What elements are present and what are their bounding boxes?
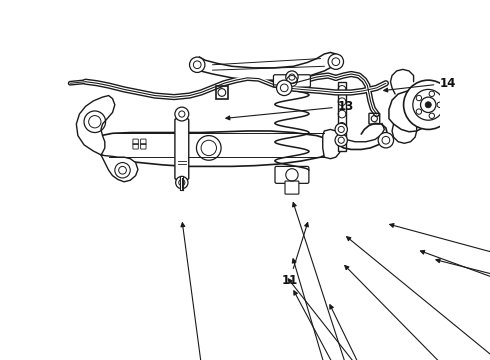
- Circle shape: [335, 134, 347, 147]
- Polygon shape: [76, 95, 115, 155]
- Polygon shape: [97, 131, 336, 166]
- Text: 11: 11: [281, 222, 308, 287]
- Polygon shape: [338, 82, 346, 151]
- Text: 3: 3: [181, 223, 216, 360]
- Circle shape: [425, 102, 431, 108]
- Text: 7: 7: [346, 237, 490, 360]
- Polygon shape: [323, 130, 341, 159]
- Text: 12: 12: [0, 359, 1, 360]
- Text: 2: 2: [420, 251, 490, 351]
- Polygon shape: [389, 91, 429, 132]
- Polygon shape: [196, 53, 340, 80]
- FancyBboxPatch shape: [275, 166, 309, 183]
- Text: 5: 5: [294, 291, 490, 360]
- Text: 15: 15: [345, 266, 490, 360]
- Text: 4: 4: [293, 203, 388, 360]
- Text: 6: 6: [293, 259, 388, 360]
- Circle shape: [286, 71, 298, 83]
- Circle shape: [175, 107, 189, 121]
- Text: 9: 9: [390, 224, 490, 294]
- Text: 13: 13: [226, 100, 354, 120]
- Text: 1: 1: [436, 259, 490, 348]
- Text: 14: 14: [384, 77, 456, 92]
- Circle shape: [378, 132, 393, 148]
- Circle shape: [190, 57, 205, 72]
- Text: 8: 8: [288, 279, 426, 360]
- Circle shape: [328, 54, 343, 69]
- Polygon shape: [101, 155, 138, 182]
- FancyBboxPatch shape: [273, 75, 311, 87]
- Circle shape: [335, 123, 347, 136]
- Circle shape: [276, 80, 292, 95]
- FancyBboxPatch shape: [175, 119, 189, 180]
- Circle shape: [404, 80, 453, 130]
- FancyBboxPatch shape: [285, 181, 299, 194]
- Text: 10: 10: [330, 305, 490, 360]
- Circle shape: [176, 176, 188, 189]
